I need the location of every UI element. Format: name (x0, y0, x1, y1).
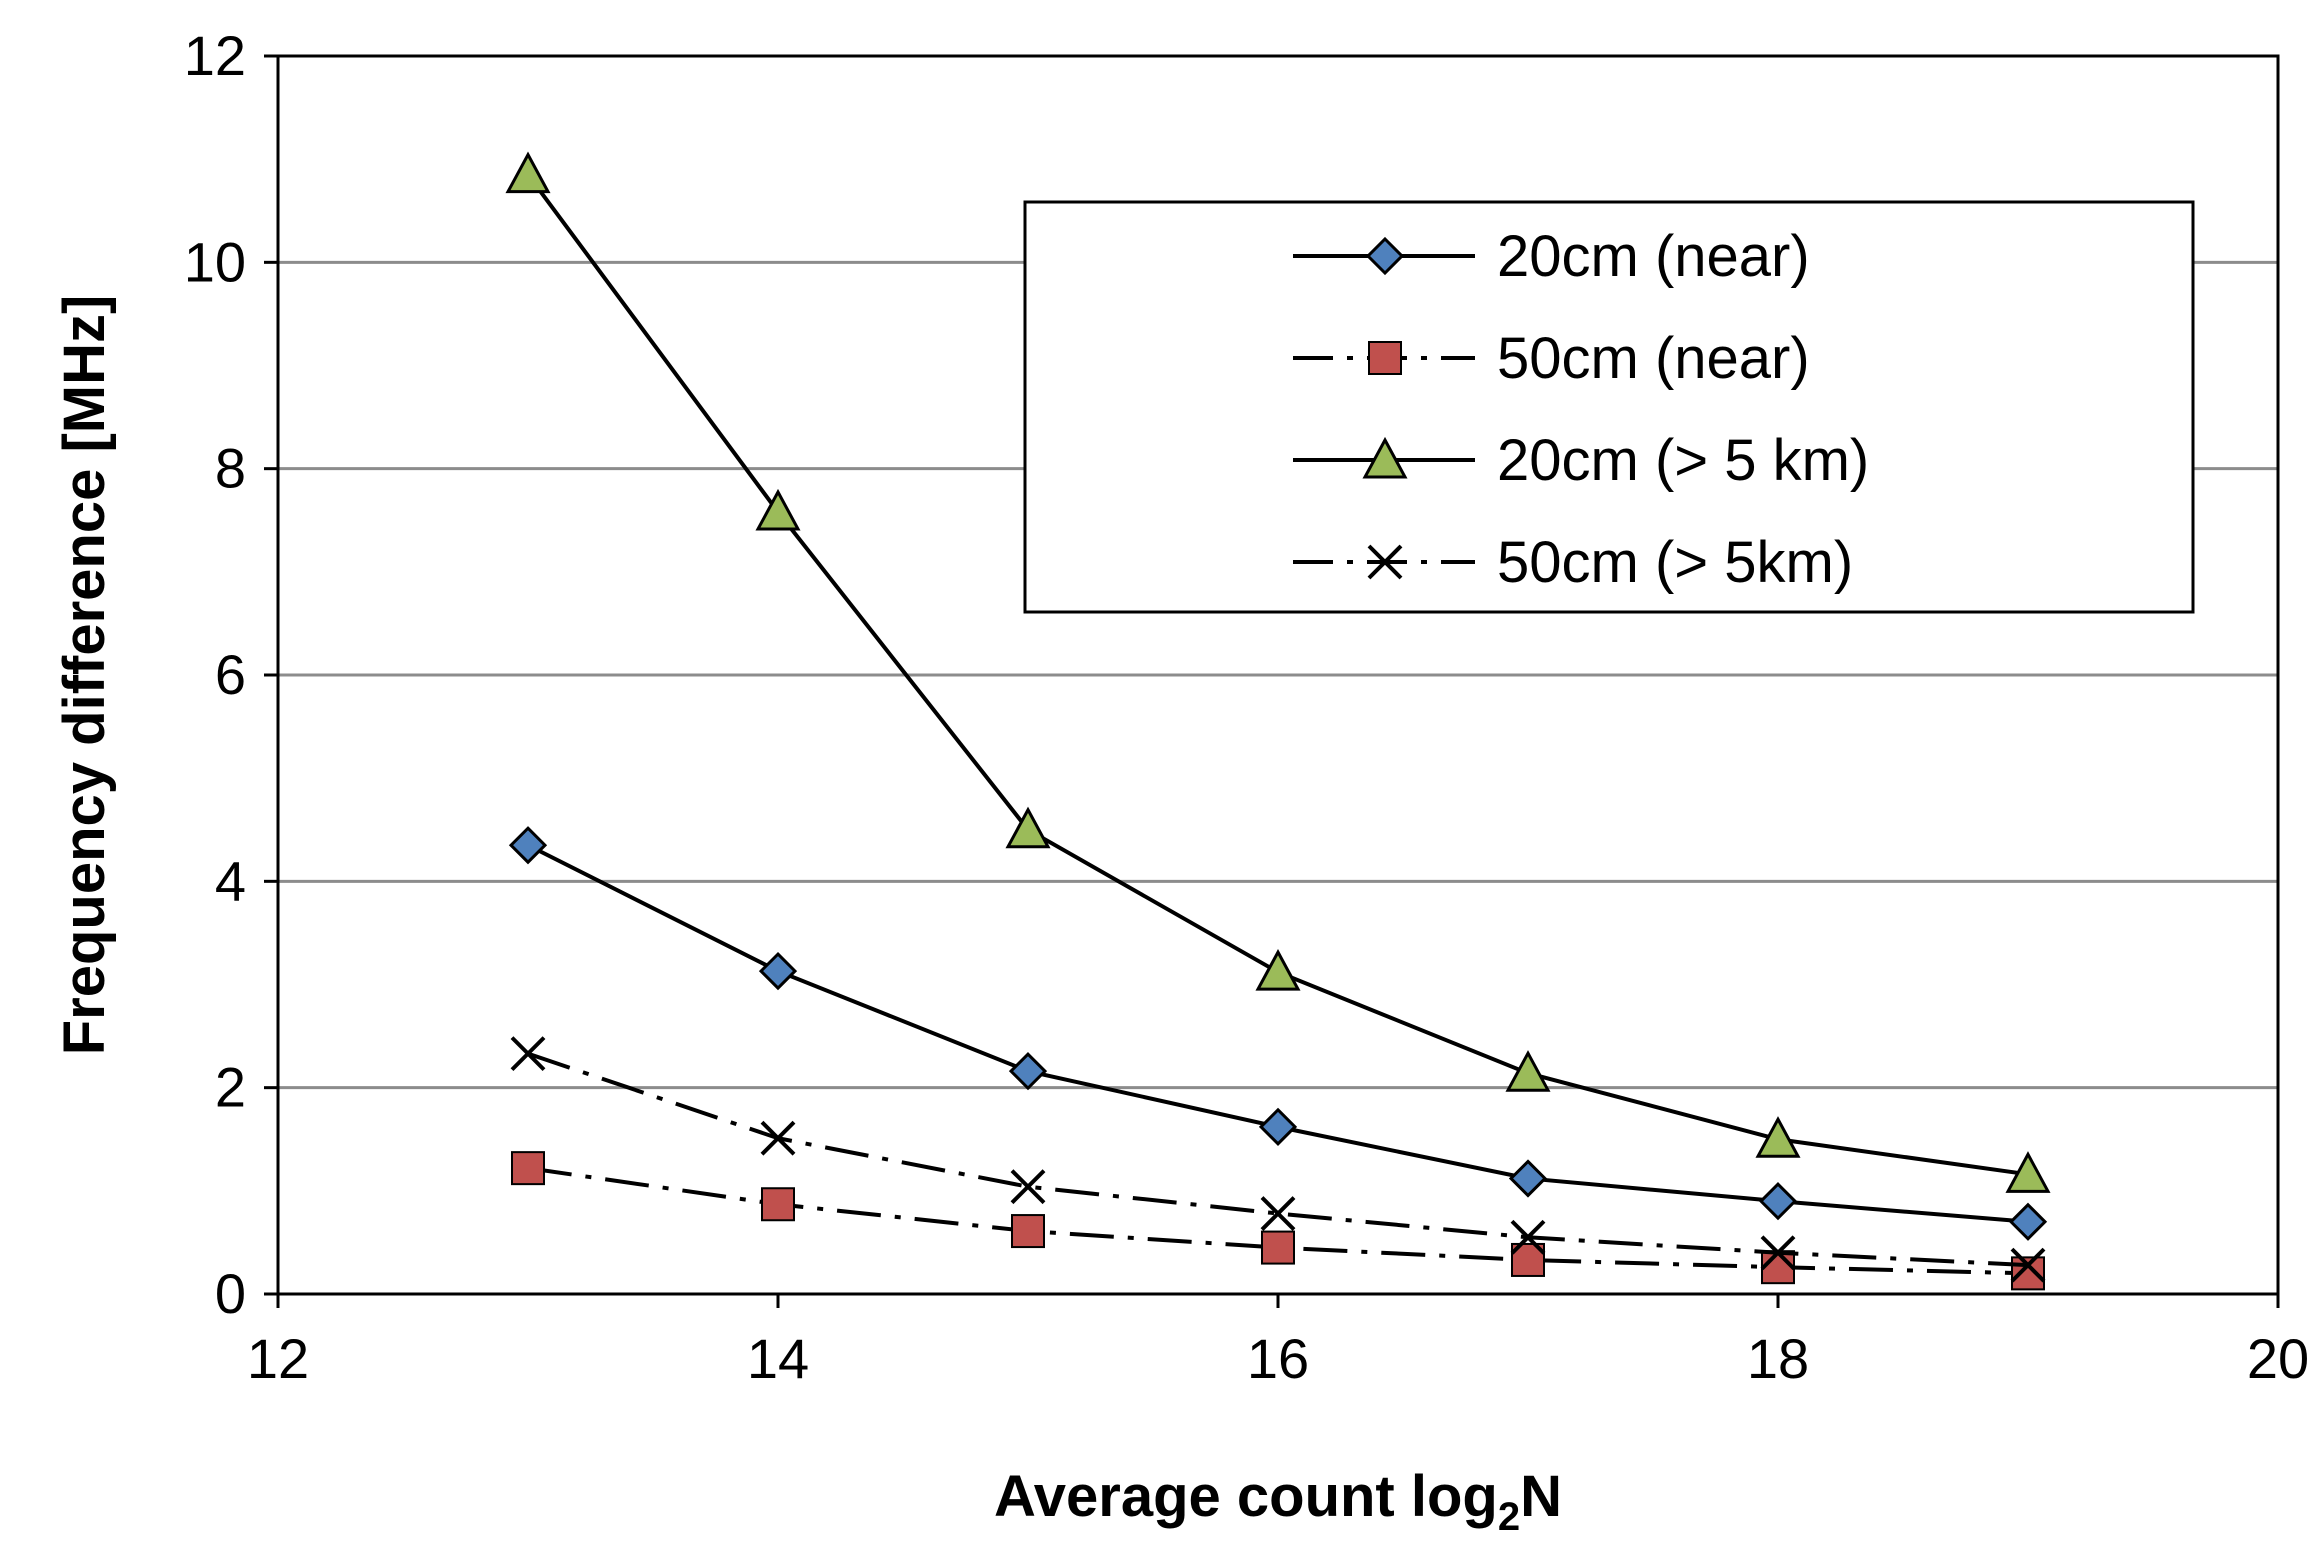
y-tick-label-8: 8 (215, 437, 246, 500)
series-2-point-4 (1261, 1230, 1295, 1265)
series-1-point-3 (1008, 1052, 1048, 1091)
series-4 (510, 1036, 2046, 1283)
series-2-point-3 (1011, 1214, 1045, 1249)
y-tick-label-10: 10 (184, 230, 246, 293)
y-tick-label-6: 6 (215, 643, 246, 706)
legend-swatch-marker-1 (1365, 236, 1405, 276)
x-tick-label-12: 12 (247, 1327, 309, 1390)
x-axis-ticks: 12 14 16 18 20 (247, 1294, 2309, 1390)
series-4-point-3 (1010, 1169, 1046, 1205)
series-4-point-5-stroke-b (1510, 1219, 1546, 1255)
legend-box (1023, 200, 2195, 614)
series-2-point-2 (761, 1187, 795, 1222)
series-1-point-2 (758, 951, 798, 991)
legend-swatch-marker-2 (1368, 341, 1402, 375)
legend-label-2: 50cm (near) (1497, 326, 1810, 391)
series-1-point-1 (508, 826, 548, 865)
series-1-point-6 (1758, 1182, 1798, 1221)
legend-item-2: 50cm (near) (1293, 326, 1810, 391)
x-tick-label-20: 20 (2247, 1327, 2309, 1390)
series-4-point-6-stroke-b (1760, 1235, 1796, 1271)
x-axis-title: Average count log2N (994, 1464, 1562, 1539)
series-4-point-2-stroke-b (760, 1120, 796, 1156)
series-2 (511, 1151, 2045, 1291)
series-3-point-2 (755, 488, 801, 531)
series-1-line (527, 843, 2029, 1224)
series-4-point-4-stroke-b (1260, 1196, 1296, 1231)
series-group (505, 151, 2051, 1291)
legend-label-4: 50cm (> 5km) (1497, 530, 1853, 595)
series-3-point-3 (1005, 806, 1051, 849)
series-4-point-6 (1760, 1235, 1796, 1271)
x-axis-title-subscript: 2 (1498, 1495, 1520, 1539)
series-4-point-1 (510, 1036, 546, 1072)
y-tick-label-2: 2 (215, 1056, 246, 1119)
series-2-point-7 (2011, 1256, 2045, 1291)
legend-item-1: 20cm (near) (1293, 224, 1810, 289)
legend-item-4: 50cm (> 5km) (1293, 530, 1853, 595)
series-4-point-4 (1260, 1196, 1296, 1231)
series-4-point-7 (2010, 1247, 2046, 1283)
series-1-point-5 (1508, 1159, 1548, 1198)
series-4-point-3-stroke-b (1010, 1169, 1046, 1205)
series-3-point-1 (505, 151, 551, 194)
series-1-point-4 (1258, 1107, 1298, 1146)
legend-label-1: 20cm (near) (1497, 224, 1810, 289)
series-3 (505, 151, 2051, 1193)
x-axis-title-main: Average count log (994, 1464, 1498, 1529)
series-4-point-7-stroke-b (2010, 1247, 2046, 1283)
legend-item-3: 20cm (> 5 km) (1293, 428, 1869, 493)
y-tick-label-12: 12 (184, 24, 246, 87)
x-tick-label-14: 14 (747, 1327, 809, 1390)
series-4-point-2 (760, 1120, 796, 1156)
y-tick-label-0: 0 (215, 1262, 246, 1325)
x-tick-label-18: 18 (1747, 1327, 1809, 1390)
series-1 (508, 826, 2048, 1241)
y-tick-label-4: 4 (215, 849, 246, 912)
series-4-point-1-stroke-b (510, 1036, 546, 1072)
legend-swatch-marker-4 (1367, 544, 1403, 580)
y-axis-ticks: 0 2 4 6 8 10 12 (184, 24, 278, 1325)
legend-label-3: 20cm (> 5 km) (1497, 428, 1869, 493)
legend-swatch-marker-4-stroke-b (1367, 544, 1403, 580)
x-tick-label-16: 16 (1247, 1327, 1309, 1390)
series-4-point-5 (1510, 1219, 1546, 1255)
series-1-point-7 (2008, 1202, 2048, 1241)
y-axis-title: Frequency difference [MHz] (52, 295, 117, 1056)
legend: 20cm (near) 50cm (near) 20cm (> 5 km) 50cm … (1023, 200, 2195, 614)
legend-swatch-marker-3 (1362, 436, 1408, 479)
series-2-point-1 (511, 1151, 545, 1186)
series-3-point-6 (1755, 1116, 1801, 1158)
series-3-point-4 (1255, 948, 1301, 991)
series-2-point-6 (1761, 1250, 1795, 1285)
series-3-point-5 (1505, 1050, 1551, 1092)
x-axis-title-tail: N (1520, 1464, 1562, 1529)
series-3-point-7 (2005, 1151, 2051, 1193)
